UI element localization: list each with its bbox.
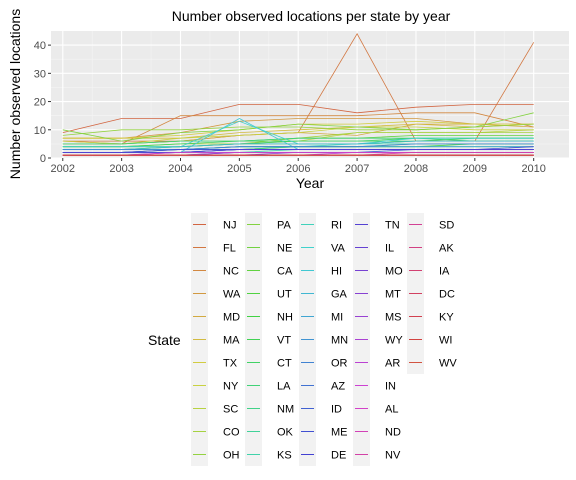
x-tick-label: 2008 [404,163,428,175]
legend: NJ FL NC WA MD MA TX NY SC CO OH PA NE CA UT NH VT CT LA NM… [191,213,457,466]
series-line-pa [62,112,534,142]
legend-label-nc: NC [223,266,239,278]
y-tick-label: 20 [34,97,46,109]
x-axis-ticks: 2002 2003 2004 2005 2006 2007 2008 2009 2010 [51,158,546,175]
x-tick-label: 2002 [51,163,75,175]
y-tick-label: 40 [34,40,46,52]
legend-label-dc: DC [439,289,455,301]
legend-label-wa: WA [223,289,241,301]
legend-label-ga: GA [331,289,348,301]
legend-label-nv: NV [385,450,401,462]
legend-label-mt: MT [385,289,401,301]
legend-label-in: IN [385,381,396,393]
y-tick-label: 30 [34,68,46,80]
y-axis-title: Number observed locations [7,9,23,179]
legend-label-ks: KS [277,450,292,462]
legend-label-wi: WI [439,335,452,347]
y-tick-label: 0 [40,153,46,165]
legend-label-ky: KY [439,312,454,324]
legend-label-tx: TX [223,358,238,370]
legend-label-ak: AK [439,243,454,255]
legend-label-tn: TN [385,220,400,232]
legend-label-de: DE [331,450,346,462]
legend-label-va: VA [331,243,346,255]
x-tick-label: 2004 [168,163,192,175]
legend-label-nd: ND [385,427,401,439]
series-line-nc [62,112,534,145]
legend-label-vt: VT [277,335,291,347]
legend-label-or: OR [331,358,348,370]
series-line-tn [62,149,534,153]
legend-label-al: AL [385,404,398,416]
legend-label-la: LA [277,381,291,393]
legend-label-sc: SC [223,404,238,416]
series-line-ny [62,126,534,145]
legend-label-ne: NE [277,243,292,255]
legend-label-me: ME [331,427,348,439]
legend-label-pa: PA [277,220,292,232]
x-tick-label: 2009 [463,163,487,175]
legend-label-md: MD [223,312,240,324]
legend-label-az: AZ [331,381,345,393]
legend-label-nh: NH [277,312,293,324]
legend-label-ia: IA [439,266,450,278]
legend-label-mn: MN [331,335,348,347]
legend-label-ut: UT [277,289,292,301]
series-line-nj [62,104,534,133]
legend-label-ar: AR [385,358,400,370]
legend-label-oh: OH [223,450,240,462]
legend-label-nj: NJ [223,220,236,232]
chart-title: Number observed locations per state by y… [172,8,451,24]
series-line-la [62,137,534,145]
series-line-ga [62,140,534,150]
legend-label-ok: OK [277,427,294,439]
series-lines [62,32,535,156]
legend-label-fl: FL [223,243,236,255]
series-line-or [62,143,534,150]
y-tick-label: 10 [34,125,46,137]
series-line-wa [62,118,534,139]
legend-label-wy: WY [385,335,403,347]
x-tick-label: 2006 [286,163,310,175]
legend-label-nm: NM [277,404,294,416]
legend-label-ny: NY [223,381,239,393]
legend-label-co: CO [223,427,240,439]
legend-label-ri: RI [331,220,342,232]
legend-label-il: IL [385,243,394,255]
x-tick-label: 2003 [109,163,133,175]
legend-label-ct: CT [277,358,292,370]
y-axis-ticks: 0 10 20 30 40 [34,40,51,165]
legend-label-mi: MI [331,312,343,324]
legend-label-ca: CA [277,266,293,278]
x-tick-label: 2007 [345,163,369,175]
x-tick-label: 2005 [227,163,251,175]
x-axis-title: Year [296,175,325,191]
legend-label-ms: MS [385,312,402,324]
x-tick-label: 2010 [521,163,545,175]
plot-panel [51,31,569,158]
legend-label-wv: WV [439,358,457,370]
legend-title: State [148,332,181,348]
legend-label-hi: HI [331,266,342,278]
legend-label-sd: SD [439,220,454,232]
legend-label-ma: MA [223,335,240,347]
legend-label-id: ID [331,404,342,416]
legend-label-mo: MO [385,266,403,278]
